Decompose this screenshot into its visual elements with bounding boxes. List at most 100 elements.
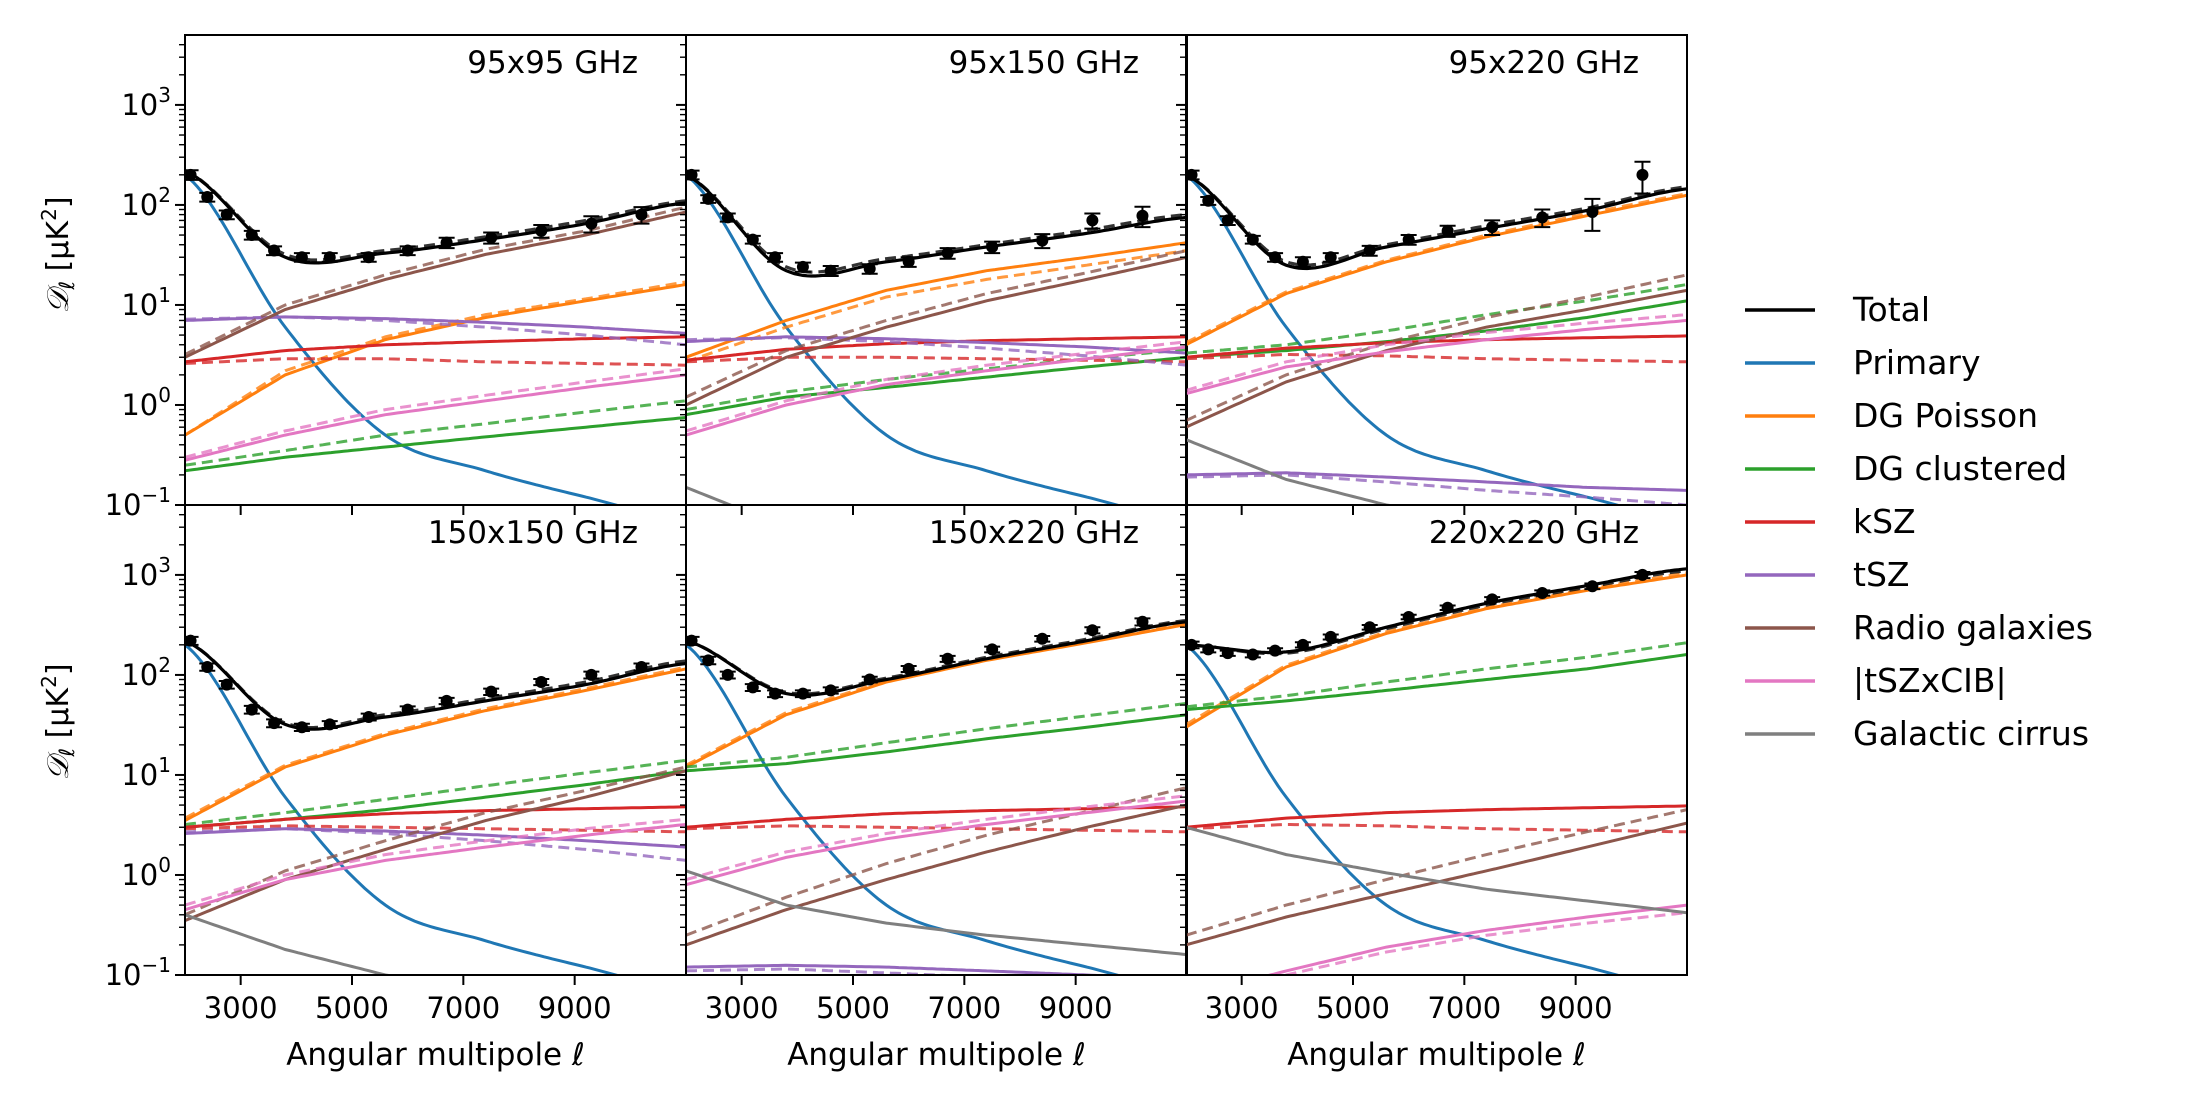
series-tszxcib-dashed bbox=[1186, 313, 1687, 392]
data-point bbox=[769, 687, 782, 700]
panel-95x150-ghz: 95x150 GHz bbox=[676, 34, 1188, 515]
legend-label: Galactic cirrus bbox=[1853, 714, 2089, 753]
data-point bbox=[1486, 593, 1499, 606]
data-point bbox=[1202, 643, 1215, 656]
panel-220x220-ghz: 3000 5000 7000 9000 220x220 GHz Angular multi… bbox=[1176, 504, 1688, 1073]
series-dg-poisson-solid bbox=[185, 283, 686, 437]
curves bbox=[185, 168, 686, 505]
data-point bbox=[1136, 615, 1149, 628]
series-dg-poisson-solid bbox=[686, 241, 1187, 359]
data-point bbox=[702, 192, 715, 205]
series-dg-poisson-solid bbox=[1186, 573, 1687, 729]
data-point bbox=[585, 668, 598, 681]
series-tszxcib-solid bbox=[1186, 318, 1687, 396]
series-dg-poisson-solid bbox=[686, 622, 1187, 769]
series-dg-poisson-solid bbox=[1186, 193, 1687, 347]
legend-label: Primary bbox=[1853, 343, 1981, 382]
data-point bbox=[746, 233, 759, 246]
data-point bbox=[1036, 234, 1049, 247]
series-dg-poisson-dashed bbox=[185, 665, 686, 820]
panel-frame bbox=[1185, 34, 1688, 506]
data-point bbox=[362, 710, 375, 723]
series-dg-poisson-dashed bbox=[686, 621, 1187, 767]
legend: Total Primary DG Poisson DG clustered kSZ tSZ… bbox=[1745, 290, 2093, 753]
series-ksz-solid bbox=[185, 335, 686, 364]
data-point bbox=[796, 687, 809, 700]
series-dg-poisson-solid bbox=[185, 667, 686, 822]
data-point bbox=[1086, 624, 1099, 637]
series-tszxcib-dashed bbox=[686, 794, 1187, 882]
series-dg-clustered-dashed bbox=[185, 758, 686, 826]
data-point bbox=[635, 661, 648, 674]
legend-label: Total bbox=[1852, 290, 1930, 329]
legend-item-total: Total bbox=[1745, 290, 1930, 329]
data-point bbox=[824, 264, 837, 277]
data-point bbox=[1363, 621, 1376, 634]
x-tick-label: 5000 bbox=[816, 991, 890, 1025]
data-point bbox=[1324, 251, 1337, 264]
data-point bbox=[1186, 168, 1198, 181]
series-total-dashed bbox=[185, 169, 686, 262]
data-point bbox=[245, 229, 258, 242]
series-radio-galaxies-solid bbox=[1186, 288, 1687, 429]
x-tick-label: 7000 bbox=[927, 991, 1001, 1025]
series-dg-clustered-dashed bbox=[185, 399, 686, 467]
data-point bbox=[941, 247, 954, 260]
y-tick-label: 10−1 bbox=[105, 483, 171, 522]
y-tick-label: 101 bbox=[121, 753, 171, 792]
series-dg-poisson-dashed bbox=[1186, 192, 1687, 344]
y-tick-label: 102 bbox=[121, 653, 171, 692]
data-point bbox=[401, 703, 414, 716]
series-primary-solid bbox=[185, 643, 622, 975]
series-radio-galaxies-solid bbox=[686, 803, 1187, 947]
data-point bbox=[401, 244, 414, 257]
data-point bbox=[1269, 644, 1282, 657]
data-point bbox=[1269, 251, 1282, 264]
series-radio-galaxies-dashed bbox=[686, 249, 1187, 399]
series-tszxcib-solid bbox=[185, 373, 686, 462]
series-dg-clustered-solid bbox=[686, 713, 1187, 773]
data-point bbox=[535, 675, 548, 688]
data-point bbox=[902, 662, 915, 675]
legend-item-primary: Primary bbox=[1745, 343, 1981, 382]
x-axis-label: Angular multipole ℓ bbox=[787, 1037, 1086, 1073]
panel-title: 95x150 GHz bbox=[949, 45, 1139, 81]
data-point bbox=[1221, 647, 1234, 660]
data-point bbox=[1086, 214, 1099, 227]
data-point bbox=[1296, 255, 1309, 268]
series-total-solid bbox=[686, 173, 1187, 278]
curves bbox=[1186, 567, 1687, 975]
series-primary-solid bbox=[1186, 643, 1623, 975]
y-tick-label: 101 bbox=[121, 283, 171, 322]
y-tick-label: 102 bbox=[121, 183, 171, 222]
data-point bbox=[1402, 233, 1415, 246]
series-radio-galaxies-solid bbox=[686, 255, 1187, 407]
data-point bbox=[245, 703, 258, 716]
data-point bbox=[941, 652, 954, 665]
series-ksz-dashed bbox=[185, 357, 686, 367]
legend-label: tSZ bbox=[1853, 555, 1910, 594]
data-point bbox=[1586, 205, 1599, 218]
data-point bbox=[1536, 586, 1549, 599]
series-radio-galaxies-solid bbox=[185, 210, 686, 359]
data-point bbox=[220, 678, 233, 691]
curves bbox=[185, 634, 686, 975]
data-point bbox=[268, 717, 281, 730]
panel-frame bbox=[1185, 504, 1688, 976]
series-galactic-cirrus-solid bbox=[1186, 438, 1397, 505]
x-axis-label: Angular multipole ℓ bbox=[1287, 1037, 1586, 1073]
panel-title: 150x150 GHz bbox=[428, 515, 638, 551]
data-point bbox=[362, 251, 375, 264]
data-point bbox=[1636, 168, 1649, 181]
data-point bbox=[702, 654, 715, 667]
series-dg-poisson-dashed bbox=[686, 249, 1187, 364]
data-point bbox=[185, 168, 197, 181]
data-point bbox=[1246, 648, 1259, 661]
panel-title: 95x95 GHz bbox=[467, 45, 638, 81]
data-point bbox=[1363, 244, 1376, 257]
series-ksz-dashed bbox=[1186, 353, 1687, 364]
legend-item-radio-galaxies: Radio galaxies bbox=[1745, 608, 2093, 647]
data-point bbox=[585, 217, 598, 230]
x-axis-label: Angular multipole ℓ bbox=[286, 1037, 585, 1073]
